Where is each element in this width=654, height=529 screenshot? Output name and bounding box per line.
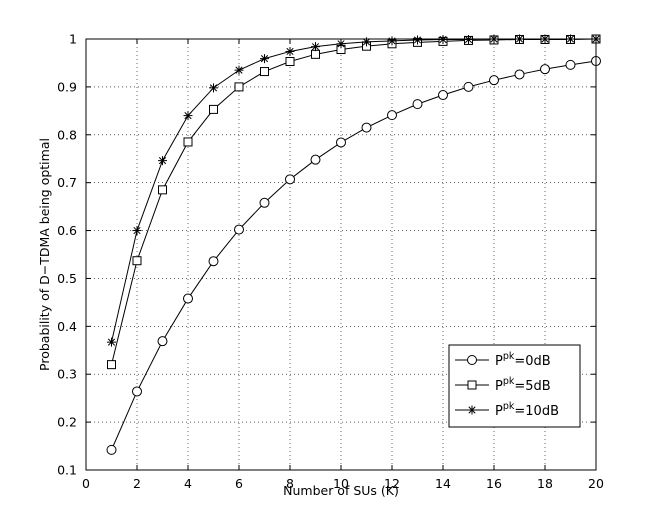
data-point-star [285, 46, 295, 56]
y-tick-label: 0.6 [57, 223, 77, 238]
x-tick-label: 20 [588, 476, 604, 491]
data-point-circle [106, 444, 117, 455]
x-tick-label: 10 [333, 476, 349, 491]
y-tick-label: 0.1 [57, 463, 77, 478]
y-tick-label: 0.5 [57, 271, 77, 286]
data-point-square [158, 185, 167, 195]
data-point-star [183, 111, 193, 121]
legend-marker-square [467, 380, 477, 390]
legend: Ppk=0dB Ppk=5dB Ppk=10dB [448, 344, 581, 428]
x-tick-label: 4 [184, 476, 192, 491]
legend-marker-circle [467, 355, 477, 365]
y-tick-label: 0.2 [57, 415, 77, 430]
data-point-star [234, 65, 244, 75]
data-point-circle [361, 122, 372, 133]
data-point-circle [489, 75, 499, 86]
data-point-square [260, 67, 269, 77]
data-point-circle [234, 224, 244, 235]
data-point-square [234, 82, 244, 92]
data-point-star [209, 83, 218, 93]
y-tick-label: 0.3 [57, 367, 77, 382]
data-point-circle [336, 137, 346, 148]
data-point-circle [540, 64, 550, 75]
data-point-star [362, 37, 371, 47]
data-point-square [183, 137, 193, 147]
data-point-circle [412, 99, 423, 110]
y-tick-label: 0.8 [57, 127, 77, 142]
data-point-star [132, 226, 142, 236]
data-point-star [158, 156, 167, 166]
data-point-circle [259, 197, 270, 208]
data-point-circle [157, 336, 168, 347]
data-point-circle [183, 293, 193, 304]
data-point-star [311, 42, 320, 52]
y-tick-label: 0.7 [57, 175, 77, 190]
y-tick-label: 1 [69, 32, 77, 47]
data-point-circle [132, 386, 142, 397]
data-point-circle [285, 174, 295, 185]
series-square [107, 34, 601, 370]
x-tick-label: 12 [384, 476, 400, 491]
data-point-circle [208, 256, 219, 267]
y-tick-label: 0.4 [57, 319, 77, 334]
axis-ticks: 0 2 4 6 8 10 12 14 16 18 20 0.1 0.2 0.3 0.4 0.5 0.6 0.7 0.… [57, 32, 604, 492]
data-point-square [132, 256, 142, 266]
data-point-circle [438, 90, 448, 101]
x-tick-label: 0 [82, 476, 90, 491]
legend-label: Ppk=5dB [495, 376, 551, 394]
data-point-square [311, 49, 320, 59]
x-tick-label: 18 [537, 476, 553, 491]
y-axis-label: Probability of D−TDMA being optimal [37, 138, 52, 371]
x-tick-label: 14 [435, 476, 451, 491]
x-tick-label: 16 [486, 476, 502, 491]
x-axis-label: Number of SUs (K) [283, 483, 399, 498]
series-star [107, 34, 601, 347]
legend-label: Ppk=10dB [495, 401, 559, 419]
data-point-square [209, 104, 218, 114]
data-point-star [260, 54, 269, 64]
legend-entry: Ppk=5dB [455, 376, 551, 394]
legend-entry: Ppk=10dB [455, 401, 559, 419]
legend-marker-star [467, 405, 477, 415]
data-point-circle [463, 81, 474, 92]
data-point-star [413, 35, 422, 45]
y-tick-label: 0.9 [57, 79, 77, 94]
data-point-star [107, 337, 116, 347]
data-point-circle [565, 59, 576, 70]
legend-label: Ppk=0dB [495, 351, 551, 369]
x-tick-label: 8 [286, 476, 294, 491]
legend-entry: Ppk=0dB [455, 351, 551, 369]
x-tick-label: 6 [235, 476, 243, 491]
data-point-circle [310, 154, 321, 165]
data-point-square [285, 57, 295, 67]
data-point-circle [387, 110, 397, 121]
series-line [111, 38, 597, 365]
data-point-square [107, 360, 116, 370]
data-point-circle [514, 69, 525, 80]
x-tick-label: 2 [133, 476, 141, 491]
series-circle [106, 56, 601, 455]
